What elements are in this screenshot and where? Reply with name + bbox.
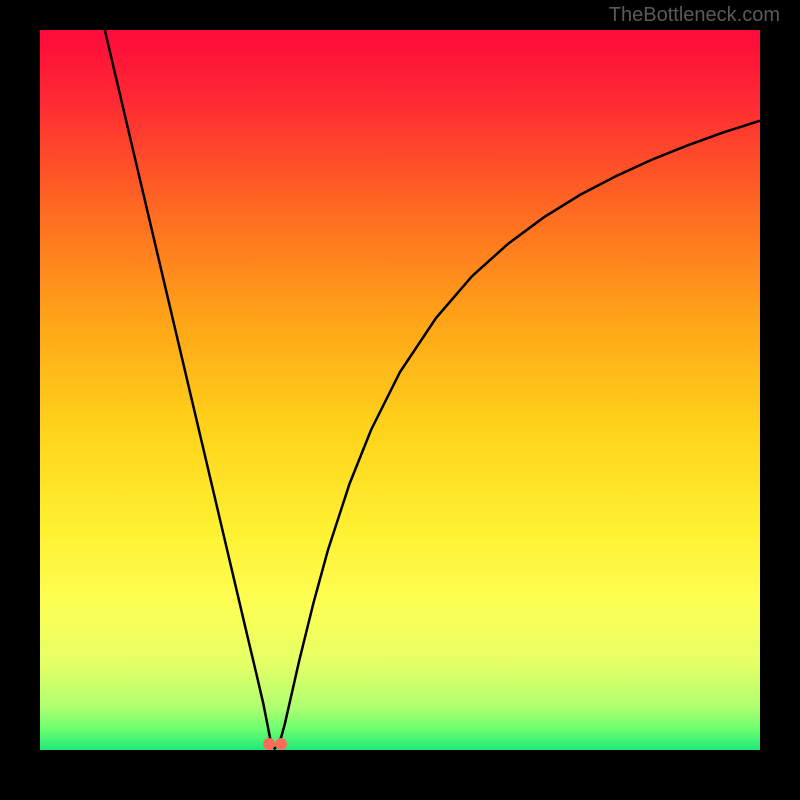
- watermark-text: TheBottleneck.com: [609, 4, 780, 27]
- minimum-marker: [263, 738, 275, 750]
- plot-area: [40, 30, 760, 750]
- curve-layer: [40, 30, 760, 750]
- chart-container: TheBottleneck.com: [0, 0, 800, 800]
- minimum-marker: [275, 738, 287, 750]
- bottleneck-curve: [105, 30, 760, 749]
